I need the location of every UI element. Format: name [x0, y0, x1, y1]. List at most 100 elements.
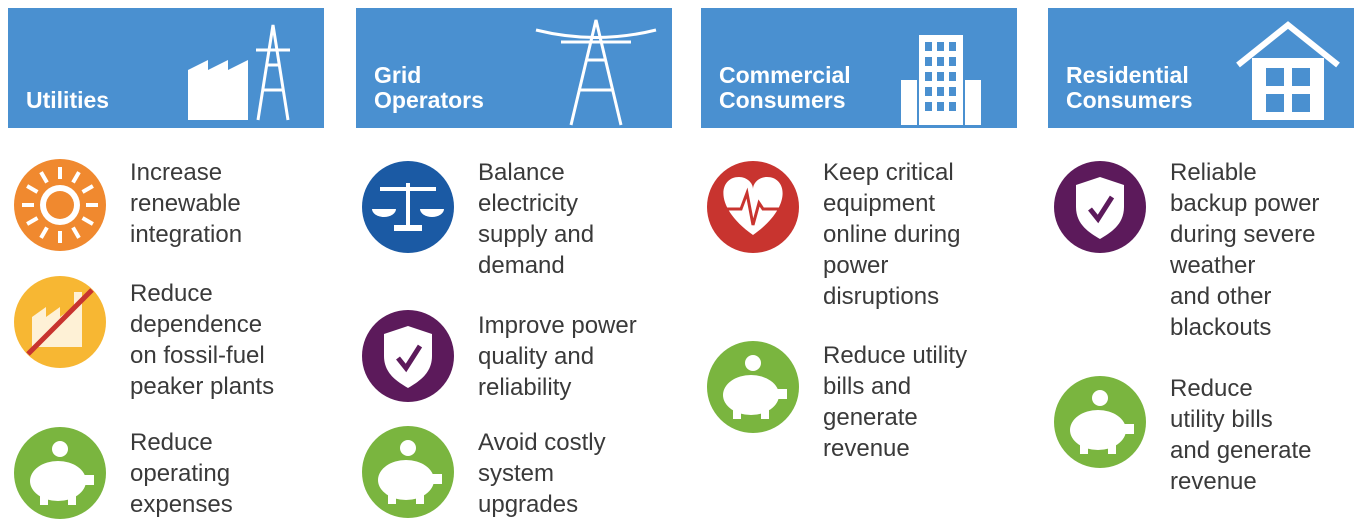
sun-ray	[26, 184, 39, 194]
window	[937, 42, 944, 51]
slash	[26, 288, 94, 356]
pig-snout	[84, 475, 94, 485]
item-text: utility bills	[1170, 406, 1273, 433]
house-roof	[1236, 21, 1340, 68]
header-title: Grid	[374, 62, 422, 88]
item-text: equipment	[823, 190, 936, 217]
window	[949, 72, 956, 81]
header-icon-group	[1236, 21, 1340, 120]
pig-body	[30, 461, 86, 501]
item-text: Reduce utility	[823, 342, 968, 369]
column-header: Commercial Consumers	[701, 8, 1017, 128]
factory	[32, 292, 82, 347]
item-text: Increase	[130, 159, 223, 186]
header-icon-group	[901, 35, 981, 125]
scale-post	[406, 183, 410, 227]
window	[1266, 94, 1284, 112]
icon-glyph	[1070, 390, 1134, 454]
sun-ray	[39, 226, 49, 239]
scale-pan	[420, 209, 444, 217]
item-text: Balance	[478, 159, 565, 186]
item-text: backup power	[1170, 190, 1320, 217]
window	[1292, 68, 1310, 86]
item-text: Reliable	[1170, 159, 1257, 186]
item-text: revenue	[823, 435, 910, 462]
pig-body	[723, 375, 779, 415]
scale-beam	[380, 187, 436, 191]
icon-glyph	[713, 177, 793, 235]
header-icon	[901, 35, 981, 125]
item-text: revenue	[1170, 468, 1257, 495]
coin	[745, 355, 761, 371]
pig-leg	[761, 407, 769, 419]
item-text: disruptions	[823, 283, 940, 310]
item-text: weather	[1170, 252, 1256, 279]
header-title: Consumers	[719, 87, 846, 113]
icon-glyph	[378, 440, 442, 504]
item-text: Reduce	[1170, 375, 1253, 402]
sun-ray	[71, 171, 81, 184]
item-icon	[14, 159, 106, 251]
sun-ray	[71, 226, 81, 239]
heart	[723, 177, 783, 235]
window	[937, 87, 944, 96]
window	[949, 57, 956, 66]
item-text: online during	[823, 221, 961, 248]
window	[925, 57, 932, 66]
tower	[535, 19, 657, 126]
coin	[52, 441, 68, 457]
sun-ray	[26, 216, 39, 226]
item-text: operating	[130, 460, 231, 487]
pig-leg	[1080, 442, 1088, 454]
item-icon	[707, 341, 799, 433]
shield	[384, 326, 432, 388]
item-text: renewable	[130, 190, 241, 217]
item-text: Keep critical	[823, 159, 954, 186]
check	[1088, 195, 1115, 224]
column-header: Residential Consumers	[1048, 8, 1354, 128]
scale-base	[394, 225, 422, 231]
column-header: Utilities	[8, 8, 324, 128]
header-title: Utilities	[26, 87, 110, 113]
pig-snout	[1124, 424, 1134, 434]
window	[949, 102, 956, 111]
window	[937, 57, 944, 66]
sun-inner	[46, 191, 74, 219]
icon-glyph	[30, 441, 94, 505]
item-text: Improve power	[478, 312, 637, 339]
tower	[256, 24, 290, 121]
window	[949, 42, 956, 51]
header-icon	[188, 24, 290, 121]
pulse	[713, 187, 793, 226]
item-text: upgrades	[478, 491, 579, 518]
factory	[188, 60, 248, 120]
column-header: Grid Operators	[356, 8, 672, 128]
item-text: Reduce	[130, 280, 213, 307]
building-side	[965, 80, 981, 125]
item-icon	[14, 427, 106, 519]
window	[937, 102, 944, 111]
shield	[1076, 177, 1124, 239]
item-text: quality and	[478, 343, 595, 370]
house	[1252, 58, 1324, 120]
pig-leg	[1108, 442, 1116, 454]
item-icon	[1054, 161, 1146, 253]
window	[937, 72, 944, 81]
item-text: generate	[823, 404, 918, 431]
item-text: and other	[1170, 283, 1272, 310]
header-icon-group	[535, 19, 657, 126]
pig-leg	[416, 492, 424, 504]
pig-snout	[777, 389, 787, 399]
pig-body	[1070, 410, 1126, 450]
item-icon	[362, 426, 454, 518]
item-text: Reduce	[130, 429, 213, 456]
item-text: integration	[130, 221, 243, 248]
item-text: on fossil-fuel	[130, 342, 265, 369]
icon-glyph	[22, 167, 98, 243]
sun-ray	[81, 184, 94, 194]
header-icon	[1236, 21, 1340, 120]
item-icon	[707, 161, 799, 253]
item-icon	[1054, 376, 1146, 468]
scale-pan	[372, 209, 396, 217]
